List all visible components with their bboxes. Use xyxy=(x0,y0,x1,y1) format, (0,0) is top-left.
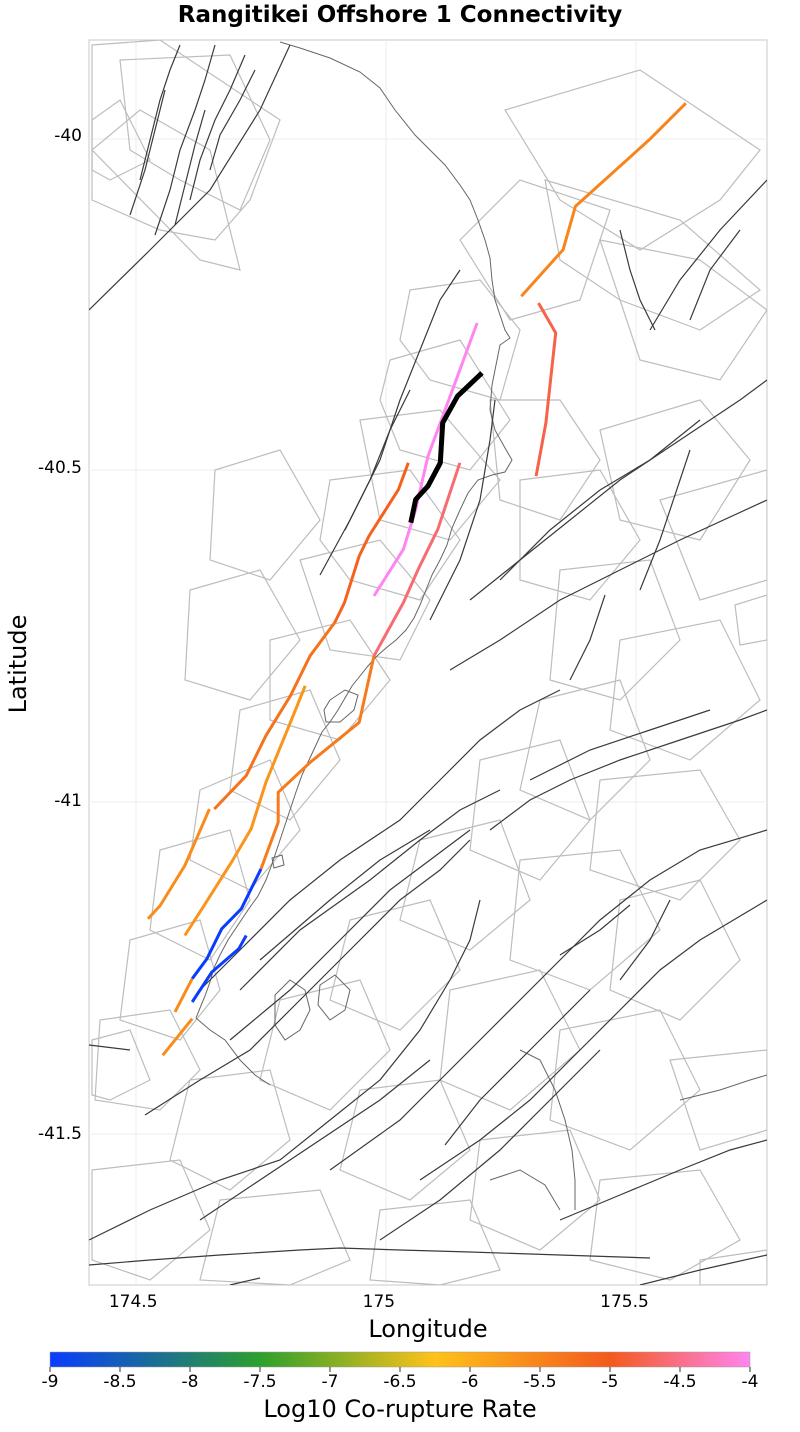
target-fault-rangitikei-offshore-1 xyxy=(408,371,484,524)
colorbar-tick-label: -9 xyxy=(41,1372,59,1392)
co-rupture-fault-9 xyxy=(183,685,307,937)
co-rupture-fault-2 xyxy=(372,462,462,657)
chart-title: Rangitikei Offshore 1 Connectivity xyxy=(177,2,623,28)
colorbar-title: Log10 Co-rupture Rate xyxy=(263,1395,537,1423)
target-fault-trace xyxy=(408,371,484,524)
co-rupture-fault-5 xyxy=(190,934,248,1003)
x-tick-label: 175 xyxy=(362,1292,396,1312)
colorbar-tick-label: -6 xyxy=(461,1372,479,1392)
fault-traces xyxy=(89,44,767,1285)
co-rupture-fault-8 xyxy=(333,462,410,624)
x-tick-label: 175.5 xyxy=(600,1292,649,1312)
y-axis-title: Latitude xyxy=(4,614,32,714)
co-rupture-fault-7 xyxy=(213,621,336,811)
y-tick-label: -40 xyxy=(54,125,82,146)
co-rupture-fault-11 xyxy=(161,1017,194,1057)
co-rupture-fault-1 xyxy=(372,322,479,597)
colorbar xyxy=(49,1351,751,1368)
y-tick-label: -40.5 xyxy=(38,458,82,479)
plot-area xyxy=(88,39,768,1286)
colored-fault-traces xyxy=(146,102,687,1057)
colorbar-tick-label: -6.5 xyxy=(383,1372,417,1392)
colorbar-tick-label: -7.5 xyxy=(243,1372,277,1392)
x-tick-label: 174.5 xyxy=(108,1292,158,1312)
coastline xyxy=(195,41,767,1211)
colorbar-tick-label: -5.5 xyxy=(523,1372,557,1392)
x-axis-title: Longitude xyxy=(368,1315,488,1343)
colorbar-tick-label: -7 xyxy=(321,1372,339,1392)
colorbar-tick-label: -4 xyxy=(741,1372,759,1392)
co-rupture-fault-6 xyxy=(173,978,194,1013)
co-rupture-fault-10 xyxy=(146,808,211,920)
co-rupture-fault-3 xyxy=(259,655,376,870)
fault-surface-outlines xyxy=(91,40,767,1285)
colorbar-tick-marks xyxy=(49,1367,751,1372)
colorbar-tick-label: -8 xyxy=(181,1372,199,1392)
co-rupture-fault-4 xyxy=(190,868,263,980)
co-rupture-fault-12 xyxy=(520,102,687,298)
co-rupture-fault-13 xyxy=(534,302,558,477)
y-tick-label: -41.5 xyxy=(38,1124,82,1145)
y-tick-label: -41 xyxy=(54,791,82,812)
colorbar-tick-label: -8.5 xyxy=(103,1372,137,1392)
colorbar-tick-label: -5 xyxy=(601,1372,619,1392)
colorbar-tick-label: -4.5 xyxy=(663,1372,697,1392)
